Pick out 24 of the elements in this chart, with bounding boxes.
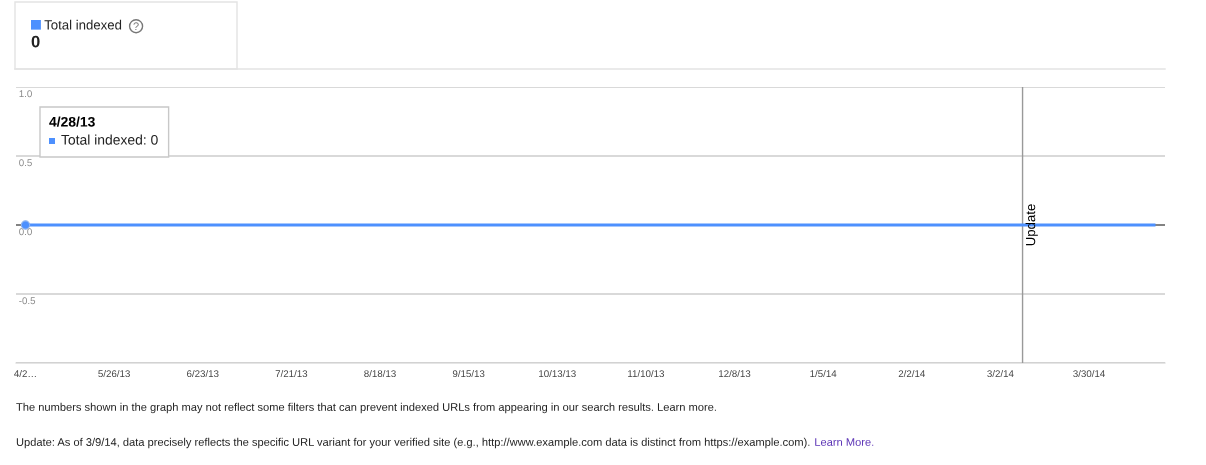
x-tick-label: 6/23/13 [187,369,219,378]
text: The numbers shown in the graph may not reflect some filters that can prevent indexed URLs from appearing in our search results. Learn more. [16,402,716,414]
legend-label: Total indexed [44,19,122,30]
x-tick-label: 11/10/13 [628,369,665,378]
x-tick-label: 2/2/14 [898,369,926,378]
text: Learn More. [815,438,874,446]
text: 0 [31,35,40,48]
annotation: 4/28/13 Total indexed: 0 [49,116,158,145]
x-tick-label: 9/15/13 [452,369,485,378]
x-tick-label: 3/30/14 [1073,369,1105,378]
x-tick-label: 7/21/13 [275,369,308,378]
x-tick-label: 12/8/13 [719,369,751,378]
x-tick-label: 4/2… [14,369,36,378]
x-tick-label: 5/26/13 [98,369,130,378]
x-tick-label: 8/18/13 [364,369,396,378]
x-tick-label: 1/5/14 [810,369,837,378]
y-tick-label: 1.0 [19,90,32,98]
y-tick-label: -0.5 [19,297,36,305]
y-tick-label: 0.5 [19,159,32,167]
x-tick-label: 10/13/13 [539,369,576,378]
y-tick-label: 0.0 [19,228,32,236]
text: Update: As of 3/9/14, data precisely reflects the specific URL variant for your verified site (e.g., http://www.example.com data is distinct from https://example.com). [16,437,810,449]
ref-line-label: Update [1025,204,1038,246]
x-tick-label: 3/2/14 [987,369,1014,378]
